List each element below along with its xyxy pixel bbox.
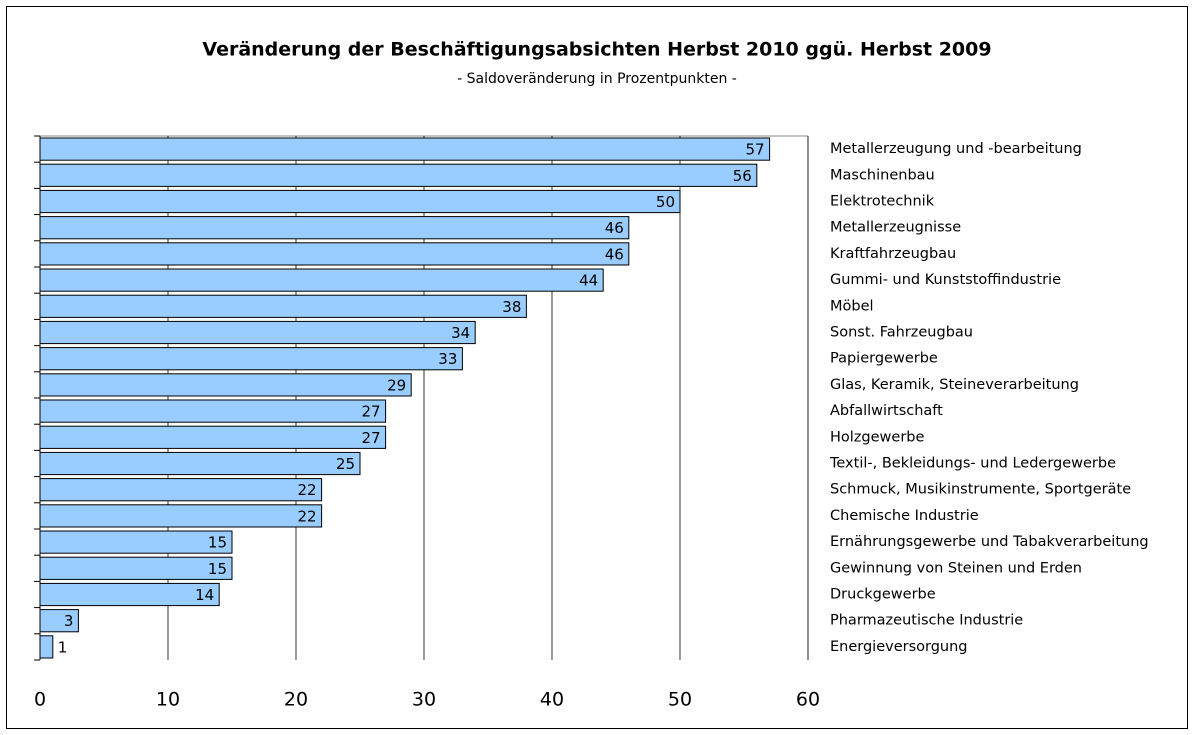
data-label: 56 <box>733 167 752 185</box>
category-label: Papiergewerbe <box>830 351 938 367</box>
category-label: Textil-, Bekleidungs- und Ledergewerbe <box>829 456 1116 472</box>
data-label: 15 <box>208 560 227 578</box>
data-label: 27 <box>362 403 381 421</box>
x-tick-label: 50 <box>668 689 692 711</box>
category-label: Schmuck, Musikinstrumente, Sportgeräte <box>830 482 1131 498</box>
data-label: 1 <box>58 638 68 656</box>
category-label: Metallerzeugnisse <box>830 220 961 236</box>
x-tick-label: 40 <box>540 689 564 711</box>
category-label: Druckgewerbe <box>830 587 936 603</box>
x-tick-label: 30 <box>412 689 436 711</box>
data-label: 29 <box>387 376 406 394</box>
category-label: Energieversorgung <box>830 639 968 655</box>
category-label: Möbel <box>830 298 874 314</box>
data-label: 22 <box>298 507 317 525</box>
category-label: Sonst. Fahrzeugbau <box>830 325 973 341</box>
category-label: Elektrotechnik <box>830 194 935 210</box>
bar <box>39 242 630 266</box>
data-label: 25 <box>336 455 355 473</box>
bar <box>39 399 387 423</box>
bar <box>39 137 771 161</box>
category-label: Abfallwirtschaft <box>830 403 943 419</box>
data-label: 27 <box>362 429 381 447</box>
data-label: 44 <box>579 272 598 290</box>
category-label: Glas, Keramik, Steineverarbeitung <box>830 377 1079 393</box>
bar <box>39 451 361 476</box>
data-label: 38 <box>502 298 521 316</box>
data-label: 57 <box>746 141 765 159</box>
data-label: 34 <box>451 324 470 342</box>
bar <box>39 189 681 214</box>
category-label: Gummi- und Kunststoffindustrie <box>830 272 1061 288</box>
data-label: 46 <box>605 219 624 237</box>
chart-title: Veränderung der Beschäftigungsabsichten … <box>202 39 991 61</box>
data-label: 50 <box>656 193 675 211</box>
category-label: Chemische Industrie <box>830 508 979 524</box>
bar <box>39 373 412 397</box>
bar <box>39 320 476 345</box>
bar <box>39 530 233 554</box>
data-label: 46 <box>605 245 624 263</box>
chart-subtitle: - Saldoveränderung in Prozentpunkten - <box>457 71 737 87</box>
category-label: Metallerzeugung und -bearbeitung <box>830 141 1082 157</box>
bar <box>39 347 463 371</box>
bar <box>39 635 54 659</box>
category-label: Ernährungsgewerbe und Tabakverarbeitung <box>830 534 1149 550</box>
category-label: Holzgewerbe <box>830 429 924 445</box>
x-tick-label: 0 <box>34 689 46 711</box>
data-label: 14 <box>195 586 214 604</box>
data-label: 33 <box>438 350 457 368</box>
data-label: 22 <box>298 481 317 499</box>
category-label: Gewinnung von Steinen und Erden <box>830 560 1082 576</box>
bar <box>39 504 323 528</box>
category-label: Pharmazeutische Industrie <box>830 613 1023 629</box>
category-label: Kraftfahrzeugbau <box>830 246 956 262</box>
data-label: 15 <box>208 534 227 552</box>
bar <box>39 478 323 502</box>
bar <box>39 582 220 607</box>
bar <box>39 216 630 240</box>
bar <box>39 163 758 187</box>
bar <box>39 556 233 580</box>
bar <box>39 268 604 292</box>
category-label: Maschinenbau <box>830 167 935 183</box>
x-tick-label: 10 <box>156 689 180 711</box>
bar <box>39 425 387 449</box>
x-tick-label: 20 <box>284 689 308 711</box>
data-label: 3 <box>64 612 74 630</box>
x-tick-label: 60 <box>796 689 820 711</box>
bar <box>39 294 527 318</box>
